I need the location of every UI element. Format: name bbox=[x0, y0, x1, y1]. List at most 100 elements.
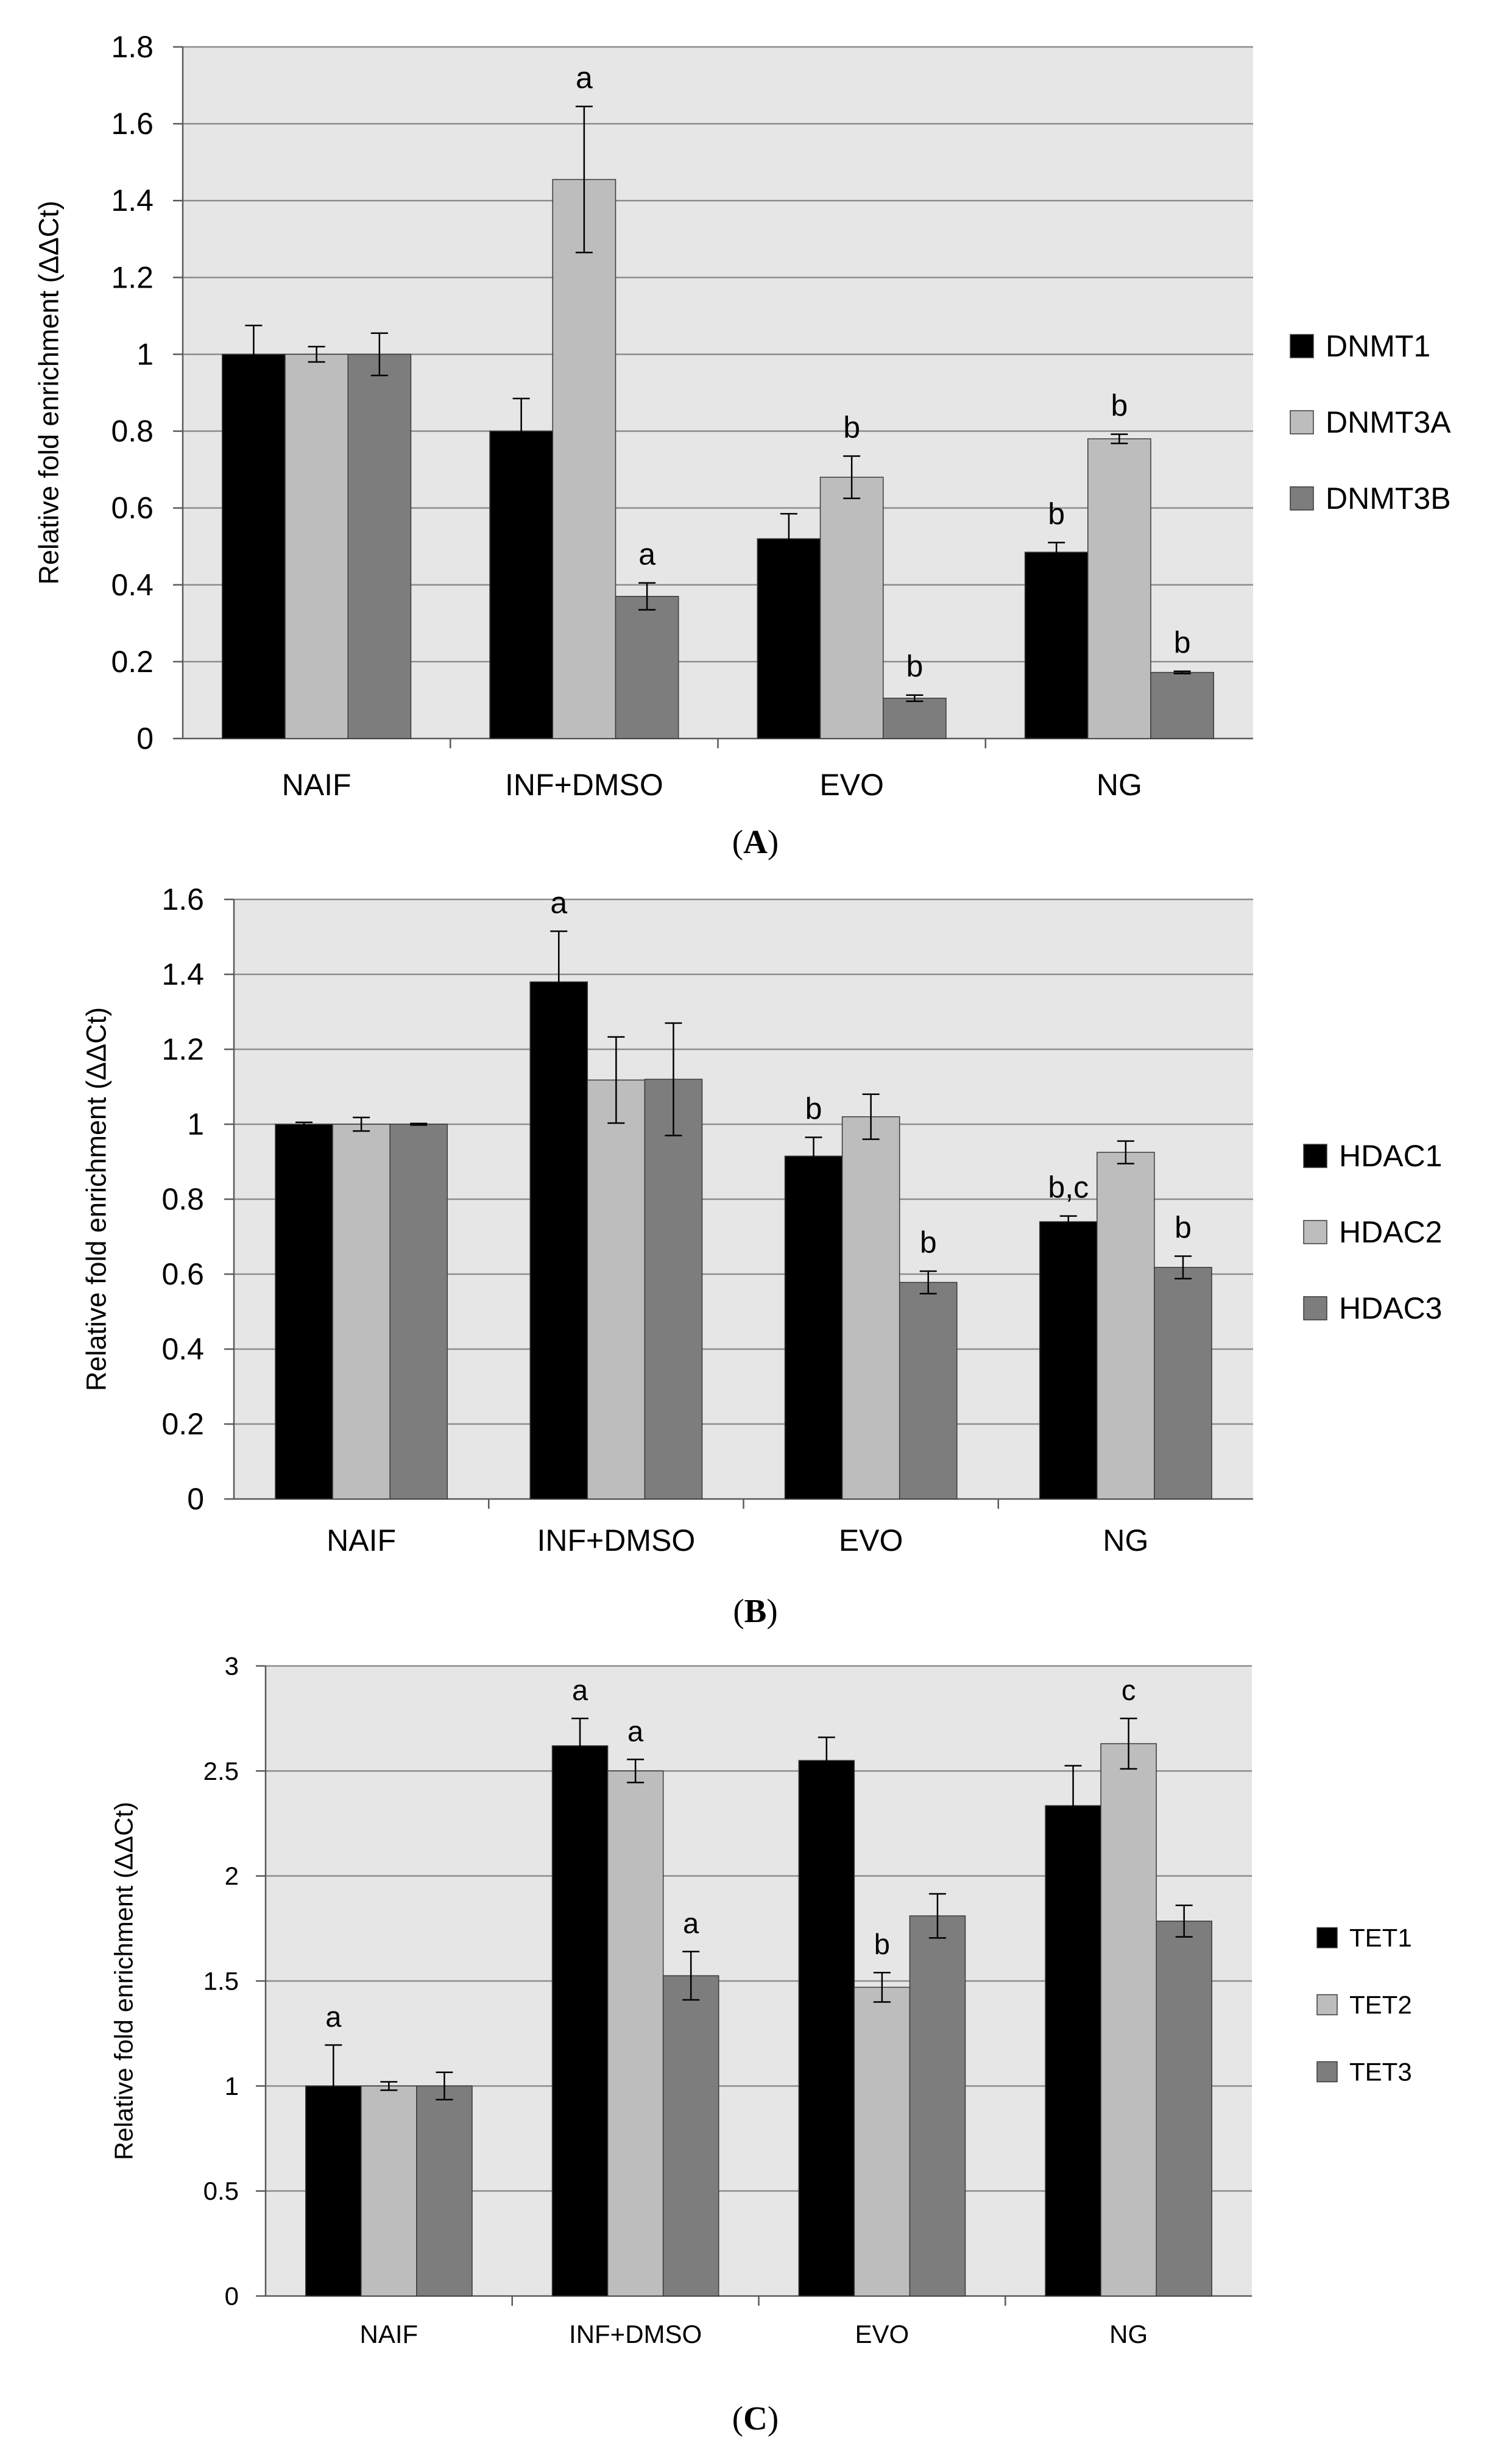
panel-b-legend-swatch bbox=[1303, 1296, 1327, 1320]
panel-c-bar-tet2 bbox=[607, 1770, 664, 2297]
panel-a-significance-label: b bbox=[1174, 626, 1191, 660]
panel-b-caption-close-paren: ) bbox=[766, 1592, 777, 1629]
panel-c-bar-tet3 bbox=[662, 1975, 719, 2297]
panel-a-caption-open-paren: ( bbox=[732, 823, 743, 860]
panel-b-bar-hdac3 bbox=[644, 1079, 703, 1500]
panel-b-caption-open-paren: ( bbox=[733, 1592, 744, 1629]
panel-b-bar-hdac2 bbox=[332, 1124, 390, 1500]
panel-a-bar-dnmt3a bbox=[819, 477, 884, 739]
panel-a-bar-dnmt3a bbox=[284, 353, 348, 739]
panel-a-y-tick-label: 0.8 bbox=[111, 414, 154, 448]
panel-a-caption-close-paren: ) bbox=[768, 823, 779, 860]
panel-a-y-tick-label: 0.6 bbox=[111, 491, 154, 525]
panel-b-category-label: NG bbox=[1103, 1523, 1148, 1557]
panel-a-legend-swatch bbox=[1290, 410, 1314, 434]
panel-c-category-label: EVO bbox=[855, 2320, 910, 2348]
panel-b-y-tick-label: 0.2 bbox=[161, 1407, 204, 1441]
panel-b-bar-hdac3 bbox=[899, 1281, 958, 1500]
panel-c-caption-close-paren: ) bbox=[768, 2400, 779, 2437]
panel-b-bar-hdac2 bbox=[841, 1116, 900, 1500]
panel-c-legend-swatch bbox=[1316, 2061, 1338, 2083]
panel-a-bar-dnmt3b bbox=[882, 698, 947, 739]
panel-c-bar-tet1 bbox=[551, 1745, 609, 2297]
panel-b-bar-hdac1 bbox=[1039, 1221, 1098, 1500]
panel-c-bar-tet1 bbox=[1045, 1805, 1101, 2297]
panel-a-significance-label: a bbox=[576, 61, 593, 95]
panel-b-y-tick-label: 1 bbox=[187, 1107, 204, 1141]
panel-b-category-label: INF+DMSO bbox=[537, 1523, 696, 1557]
panel-a-category-label: NAIF bbox=[282, 768, 352, 802]
panel-a-bar-dnmt3a bbox=[1087, 438, 1151, 739]
panel-b-category-label: EVO bbox=[839, 1523, 903, 1557]
panel-b-y-tick-label: 1.6 bbox=[161, 882, 204, 916]
panel-c-y-tick-label: 2.5 bbox=[203, 1757, 239, 1785]
panel-a-bar-dnmt1 bbox=[222, 353, 286, 739]
panel-a-significance-label: b bbox=[843, 411, 860, 445]
panel-b-bar-hdac2 bbox=[1097, 1152, 1155, 1500]
panel-b-chart: 0 0.2 0.4 0.6 0.8 1 1.2 1.4 1.6 NAIF INF+DMSO a EVO b… bbox=[81, 882, 1443, 1629]
panel-a-chart: 0 0.2 0.4 0.6 0.8 1 1.2 1.4 1.6 1.8 NAIF INF+DMSO a a… bbox=[34, 30, 1452, 860]
panel-c-y-tick-label: 1.5 bbox=[203, 1967, 239, 1996]
panel-a-bar-dnmt1 bbox=[1024, 551, 1089, 739]
panel-a-y-tick-label: 0.4 bbox=[111, 568, 154, 602]
panel-a-y-tick-label: 1 bbox=[136, 337, 154, 371]
panel-c-caption-letter: C bbox=[743, 2400, 768, 2437]
panel-b-legend-swatch bbox=[1303, 1220, 1327, 1244]
panel-c-bar-tet2 bbox=[853, 1986, 911, 2297]
panel-b-legend-label: HDAC1 bbox=[1339, 1139, 1442, 1173]
panel-c-bar-tet3 bbox=[909, 1915, 966, 2297]
panel-b-bar-hdac1 bbox=[529, 981, 588, 1500]
panel-a-y-tick-label: 1.2 bbox=[111, 260, 154, 294]
panel-a-significance-label: b bbox=[1048, 497, 1065, 531]
panel-b-significance-label: b,c bbox=[1048, 1171, 1089, 1205]
panel-b-y-tick-label: 0.6 bbox=[161, 1257, 204, 1291]
panel-b-legend-label: HDAC3 bbox=[1339, 1291, 1442, 1325]
panel-b-bar-hdac3 bbox=[389, 1124, 448, 1500]
panel-a-significance-label: b bbox=[1111, 389, 1128, 423]
panel-c-y-tick-label: 1 bbox=[225, 2072, 239, 2100]
panel-c-legend-label: TET1 bbox=[1349, 1924, 1412, 1952]
panel-b-legend-label: HDAC2 bbox=[1339, 1215, 1442, 1249]
panel-a-bar-dnmt3b bbox=[615, 595, 679, 739]
panel-b-legend-swatch bbox=[1303, 1144, 1327, 1168]
panel-c-bar-tet3 bbox=[1156, 1921, 1212, 2297]
panel-c-chart: 0 0.5 1 1.5 2 2.5 3 NAIF a INF+DMSO a a a EVO b NG c Rela… bbox=[110, 1652, 1412, 2437]
panel-a-significance-label: b bbox=[906, 650, 923, 684]
panel-c-legend-swatch bbox=[1316, 1927, 1338, 1949]
panel-b-significance-label: b bbox=[920, 1225, 937, 1260]
panel-a-caption-letter: A bbox=[743, 823, 768, 860]
panel-a-bar-dnmt1 bbox=[489, 430, 554, 739]
panel-a-bar-dnmt3b bbox=[1150, 671, 1214, 739]
panel-c-bar-tet2 bbox=[361, 2085, 417, 2297]
panel-b-caption-letter: B bbox=[744, 1592, 767, 1629]
panel-b-caption-label: (B) bbox=[733, 1592, 777, 1629]
panel-c-bar-tet2 bbox=[1100, 1743, 1157, 2297]
panel-a-category-label: INF+DMSO bbox=[505, 768, 663, 802]
panel-a-bar-dnmt3a bbox=[552, 179, 616, 739]
panel-b-bar-hdac1 bbox=[275, 1124, 333, 1500]
panel-b-y-tick-label: 0 bbox=[187, 1482, 204, 1516]
panel-a-y-tick-label: 1.6 bbox=[111, 107, 154, 141]
panel-c-significance-label: a bbox=[572, 1674, 588, 1706]
panel-c-significance-label: a bbox=[627, 1715, 644, 1747]
panel-c-caption-open-paren: ( bbox=[732, 2400, 743, 2437]
panel-a-y-tick-label: 0 bbox=[136, 721, 154, 756]
panel-a-caption-label: (A) bbox=[732, 823, 779, 860]
panel-c-significance-label: a bbox=[683, 1907, 699, 1940]
panel-b-y-tick-label: 1.4 bbox=[161, 957, 204, 991]
panel-a-category-label: EVO bbox=[819, 768, 884, 802]
panel-c-category-label: NG bbox=[1109, 2320, 1148, 2348]
panel-b-y-axis-label: Relative fold enrichment (ΔΔCt) bbox=[81, 1007, 112, 1391]
panel-a-category-label: NG bbox=[1097, 768, 1142, 802]
panel-b-significance-label: b bbox=[1175, 1210, 1192, 1244]
panel-a-significance-label: a bbox=[638, 537, 655, 572]
panel-b-y-tick-label: 1.2 bbox=[161, 1032, 204, 1066]
panel-a-bar-dnmt3b bbox=[347, 353, 412, 739]
panel-a-legend-swatch bbox=[1290, 486, 1314, 511]
panel-a-y-axis-label: Relative fold enrichment (ΔΔCt) bbox=[34, 200, 65, 584]
panel-a-y-tick-label: 1.8 bbox=[111, 30, 154, 64]
panel-c-bar-tet3 bbox=[416, 2085, 473, 2297]
panel-c-category-label: NAIF bbox=[360, 2320, 419, 2348]
panel-c-legend-label: TET2 bbox=[1349, 1991, 1412, 2019]
